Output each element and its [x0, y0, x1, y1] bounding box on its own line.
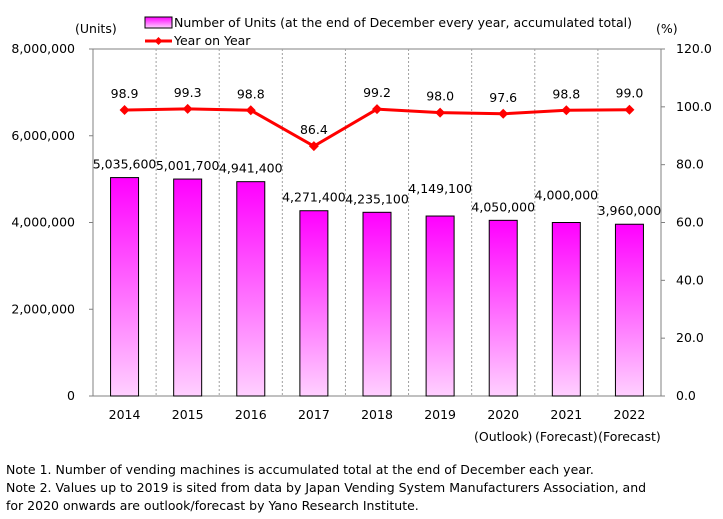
yoy-point — [372, 104, 382, 115]
legend-bar-label: Number of Units (at the end of December … — [174, 15, 632, 30]
y-left-unit: (Units) — [75, 21, 117, 36]
bar-label: 5,001,700 — [156, 158, 220, 173]
data-labels: 98.9 99.3 98.8 86.4 99.2 98.0 97.6 98.8 99.0 5,03… — [93, 85, 662, 218]
yoy-label: 86.4 — [300, 122, 328, 137]
x-tick-sublabel: (Forecast) — [535, 429, 598, 444]
x-tick-label: 2016 — [235, 407, 267, 422]
yoy-label: 99.0 — [616, 86, 644, 101]
bar — [173, 178, 203, 397]
yoy-point — [624, 104, 635, 115]
yoy-label: 99.3 — [174, 85, 202, 100]
yoy-label: 98.0 — [426, 89, 454, 104]
yoy-point — [561, 105, 572, 116]
bar-label: 4,149,100 — [408, 181, 472, 196]
yoy-label: 98.8 — [237, 86, 265, 101]
yoy-label: 98.8 — [552, 86, 580, 101]
x-tick-label: 2019 — [424, 407, 456, 422]
x-tick-label: 2020 — [487, 407, 519, 422]
x-tick-sublabel: (Forecast) — [598, 429, 661, 444]
gridlines — [155, 49, 599, 396]
yoy-point — [182, 103, 193, 114]
bar — [551, 222, 581, 397]
x-tick-sublabel: (Outlook) — [474, 429, 532, 444]
x-tick-label: 2022 — [614, 407, 646, 422]
y-left-tick-label: 8,000,000 — [11, 41, 75, 56]
note-2-continued: for 2020 onwards are outlook/forecast by… — [6, 498, 419, 513]
x-tick-label: 2017 — [298, 407, 330, 422]
x-tick-label: 2021 — [550, 407, 582, 422]
legend-line-label: Year on Year — [173, 33, 251, 48]
bar-label: 3,960,000 — [598, 203, 662, 218]
y-right-tick-label: 20.0 — [676, 330, 704, 345]
yoy-point — [435, 107, 446, 118]
y-left-tick-label: 4,000,000 — [11, 215, 75, 230]
combo-chart: 98.9 99.3 98.8 86.4 99.2 98.0 97.6 98.8 99.0 5,03… — [11, 15, 711, 444]
yoy-point — [119, 105, 130, 116]
bar-label: 4,235,100 — [345, 191, 409, 206]
legend-line-marker — [154, 37, 163, 45]
note-2: Note 2. Values up to 2019 is sited from … — [6, 480, 647, 495]
bar — [299, 210, 329, 397]
bar-label: 4,271,400 — [282, 190, 346, 205]
bar — [110, 177, 140, 397]
notes: Note 1. Number of vending machines is ac… — [6, 461, 646, 515]
x-tick-label: 2014 — [109, 407, 141, 422]
y-right-tick-label: 100.0 — [676, 99, 712, 114]
x-tick-label: 2015 — [172, 407, 204, 422]
yoy-label: 97.6 — [489, 90, 517, 105]
y-left-tick-label: 6,000,000 — [11, 128, 75, 143]
bar — [614, 223, 644, 397]
yoy-label: 98.9 — [111, 86, 139, 101]
bar-label: 5,035,600 — [93, 157, 157, 172]
y-left-tick-label: 2,000,000 — [11, 301, 75, 316]
x-tick-label: 2018 — [361, 407, 393, 422]
bar — [425, 215, 455, 397]
axes: 0 2,000,000 4,000,000 6,000,000 8,000,000 0.0… — [11, 21, 711, 444]
yoy-point — [498, 108, 509, 119]
bar-series — [110, 177, 644, 397]
yoy-point — [245, 105, 256, 116]
legend-bar-swatch — [144, 16, 173, 29]
y-left-tick-label: 0 — [67, 388, 75, 403]
legend: Number of Units (at the end of December … — [144, 15, 632, 48]
yoy-label: 99.2 — [363, 85, 391, 100]
bar — [236, 181, 266, 397]
y-right-tick-label: 60.0 — [676, 215, 704, 230]
y-right-tick-label: 120.0 — [676, 41, 712, 56]
y-right-tick-label: 0.0 — [676, 388, 696, 403]
y-right-tick-label: 80.0 — [676, 157, 704, 172]
yoy-point — [308, 141, 319, 152]
bar-label: 4,050,000 — [471, 199, 535, 214]
y-right-unit: (%) — [656, 21, 678, 36]
y-right-tick-label: 40.0 — [676, 272, 704, 287]
line-series — [119, 103, 635, 152]
bar-label: 4,941,400 — [219, 161, 283, 176]
bar — [362, 211, 392, 397]
note-1: Note 1. Number of vending machines is ac… — [6, 462, 594, 477]
bar — [488, 219, 518, 397]
bar-label: 4,000,000 — [535, 188, 599, 203]
